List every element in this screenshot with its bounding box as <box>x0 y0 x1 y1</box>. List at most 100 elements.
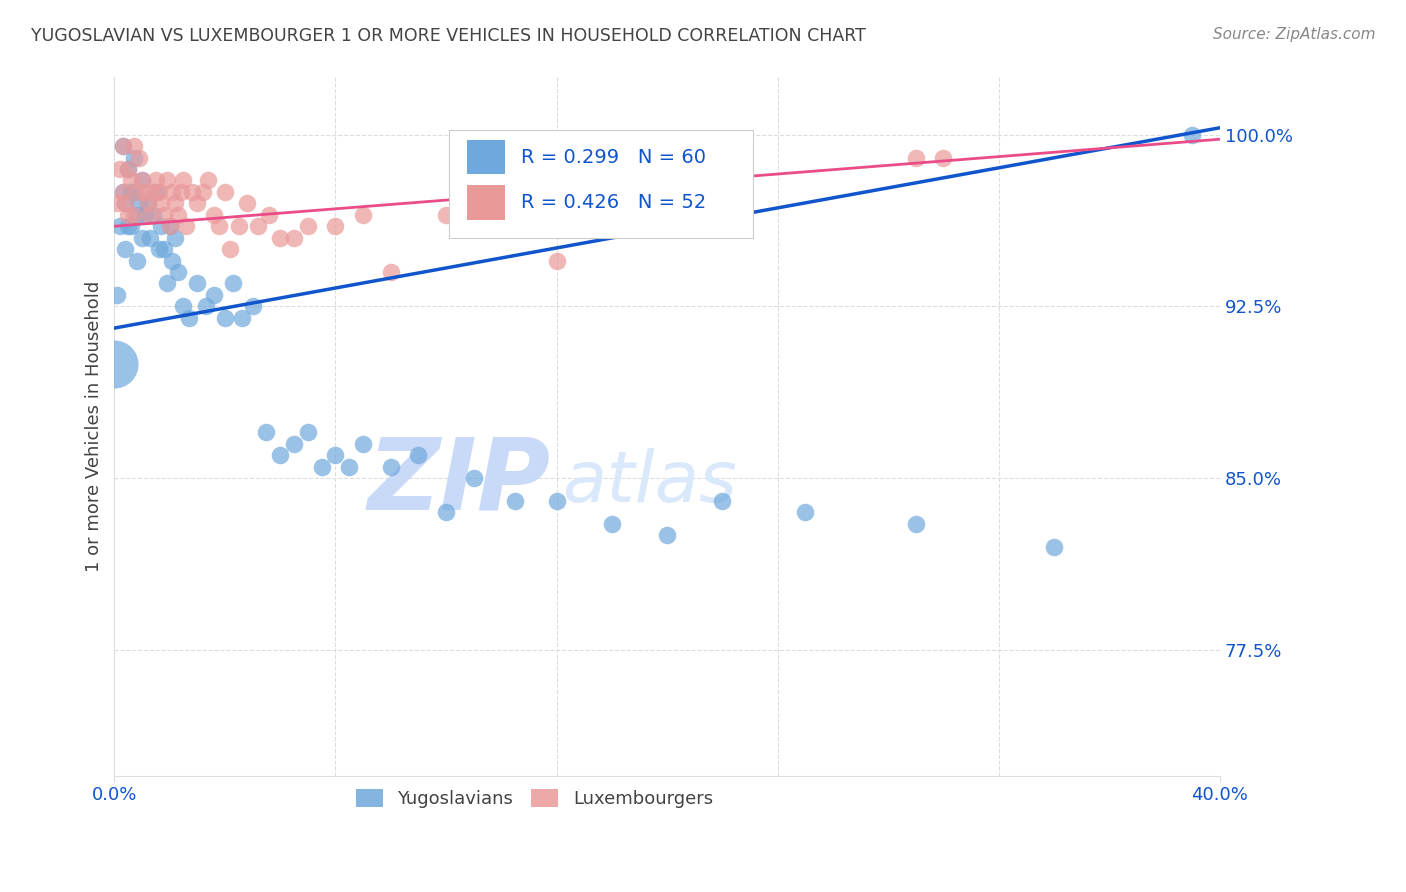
Point <box>904 516 927 531</box>
FancyBboxPatch shape <box>467 139 505 175</box>
Point <box>655 528 678 542</box>
Point <box>197 173 219 187</box>
Point <box>173 173 195 187</box>
Point <box>257 208 280 222</box>
Point <box>162 185 184 199</box>
Point <box>128 196 150 211</box>
Point <box>117 219 139 234</box>
Point <box>1043 540 1066 554</box>
Point <box>297 219 319 234</box>
Point <box>150 196 173 211</box>
Point <box>434 208 457 222</box>
Point <box>167 265 190 279</box>
Point <box>111 185 134 199</box>
Legend: Yugoslavians, Luxembourgers: Yugoslavians, Luxembourgers <box>349 781 720 815</box>
Point <box>108 219 131 234</box>
Point <box>136 196 159 211</box>
Point <box>932 151 955 165</box>
Point <box>904 151 927 165</box>
Point <box>352 436 374 450</box>
Point <box>254 425 277 440</box>
Text: ZIP: ZIP <box>368 434 551 531</box>
Point <box>202 208 225 222</box>
Point <box>125 185 148 199</box>
Point <box>173 299 195 313</box>
Point <box>214 185 236 199</box>
Point <box>174 219 197 234</box>
FancyBboxPatch shape <box>450 130 754 238</box>
Point <box>546 494 568 508</box>
Point <box>134 208 156 222</box>
Point <box>463 471 485 485</box>
Point <box>311 459 333 474</box>
Point <box>142 185 165 199</box>
FancyBboxPatch shape <box>467 186 505 220</box>
Point <box>159 219 181 234</box>
Point <box>194 299 217 313</box>
Point <box>434 505 457 519</box>
Point <box>114 196 136 211</box>
Point <box>108 161 131 176</box>
Point <box>122 151 145 165</box>
Point <box>222 277 245 291</box>
Point <box>105 288 128 302</box>
Point <box>180 185 202 199</box>
Point <box>139 208 162 222</box>
Point <box>142 208 165 222</box>
Point <box>600 516 623 531</box>
Point <box>153 208 176 222</box>
Point <box>120 185 142 199</box>
Point <box>122 185 145 199</box>
Point <box>134 185 156 199</box>
Point <box>148 242 170 256</box>
Point <box>150 219 173 234</box>
Point <box>125 208 148 222</box>
Point <box>269 230 291 244</box>
Point <box>1181 128 1204 142</box>
Point <box>167 208 190 222</box>
Text: R = 0.426   N = 52: R = 0.426 N = 52 <box>522 193 706 212</box>
Point <box>228 219 250 234</box>
Point <box>503 494 526 508</box>
Point <box>125 253 148 268</box>
Point <box>111 139 134 153</box>
Point <box>148 185 170 199</box>
Point <box>139 230 162 244</box>
Point <box>145 185 167 199</box>
Point <box>128 151 150 165</box>
Point <box>546 253 568 268</box>
Point <box>380 459 402 474</box>
Point <box>186 196 208 211</box>
Point <box>122 208 145 222</box>
Point <box>159 219 181 234</box>
Point <box>236 196 259 211</box>
Point <box>114 242 136 256</box>
Point <box>352 208 374 222</box>
Point <box>120 173 142 187</box>
Point <box>165 196 187 211</box>
Point <box>136 196 159 211</box>
Point <box>122 139 145 153</box>
Point <box>117 161 139 176</box>
Point <box>111 139 134 153</box>
Point <box>162 253 184 268</box>
Point <box>231 310 253 325</box>
Point <box>191 185 214 199</box>
Point <box>156 173 179 187</box>
Point <box>380 265 402 279</box>
Point <box>120 219 142 234</box>
Point <box>156 277 179 291</box>
Text: Source: ZipAtlas.com: Source: ZipAtlas.com <box>1212 27 1375 42</box>
Point <box>325 448 347 462</box>
Point <box>202 288 225 302</box>
Point <box>117 208 139 222</box>
Point <box>208 219 231 234</box>
Point <box>325 219 347 234</box>
Point <box>131 173 153 187</box>
Point <box>105 196 128 211</box>
Point <box>794 505 817 519</box>
Y-axis label: 1 or more Vehicles in Household: 1 or more Vehicles in Household <box>86 281 103 572</box>
Point <box>297 425 319 440</box>
Point <box>131 230 153 244</box>
Point <box>153 242 176 256</box>
